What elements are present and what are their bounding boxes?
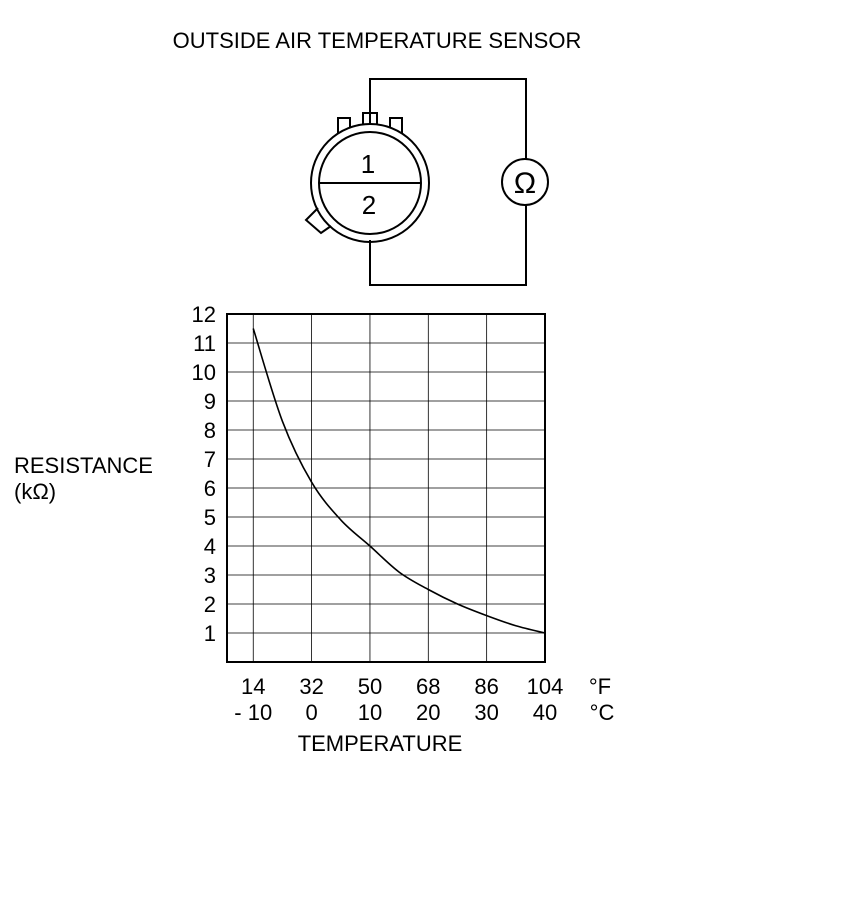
y-tick-label: 3 — [204, 563, 216, 588]
y-tick-label: 4 — [204, 534, 216, 559]
y-tick-label: 6 — [204, 476, 216, 501]
x-tick-label-c: 20 — [416, 700, 440, 725]
x-tick-label-f: 104 — [527, 674, 564, 699]
y-axis-unit: (kΩ) — [14, 479, 56, 504]
connector-outer — [310, 123, 430, 243]
connector-latch — [304, 207, 332, 235]
connector-tab-left — [337, 117, 351, 133]
x-tick-label-c: - 10 — [234, 700, 272, 725]
y-tick-label: 9 — [204, 389, 216, 414]
x-tick-label-f: 14 — [241, 674, 265, 699]
sensor-diagram — [304, 78, 549, 286]
chart-grid — [227, 314, 545, 662]
y-tick-label: 1 — [204, 621, 216, 646]
y-tick-label: 10 — [192, 360, 216, 385]
x-tick-label-c: 30 — [474, 700, 498, 725]
x-tick-label-c: 40 — [533, 700, 557, 725]
y-tick-label: 12 — [192, 302, 216, 327]
connector-tab-right — [389, 117, 403, 133]
x-tick-labels-fahrenheit: 14 32 50 68 86 104 — [241, 674, 563, 699]
ohm-symbol: Ω — [514, 167, 536, 200]
y-tick-label: 2 — [204, 592, 216, 617]
x-tick-label-f: 68 — [416, 674, 440, 699]
x-tick-label-f: 50 — [358, 674, 382, 699]
ohmmeter-circle — [501, 158, 549, 206]
x-unit-celsius: °C — [590, 700, 615, 725]
x-tick-labels-celsius: - 10 0 10 20 30 40 — [234, 700, 557, 725]
x-tick-label-f: 86 — [474, 674, 498, 699]
x-unit-fahrenheit: °F — [589, 674, 611, 699]
figure-title: OUTSIDE AIR TEMPERATURE SENSOR — [173, 28, 582, 53]
wire-top — [369, 78, 527, 160]
connector-tab-center — [362, 112, 378, 125]
x-tick-label-c: 0 — [305, 700, 317, 725]
y-tick-label: 7 — [204, 447, 216, 472]
x-tick-label-c: 10 — [358, 700, 382, 725]
y-tick-label: 8 — [204, 418, 216, 443]
x-axis-label: TEMPERATURE — [298, 731, 463, 756]
wire-bottom — [369, 205, 527, 286]
y-tick-label: 5 — [204, 505, 216, 530]
pin-2-label: 2 — [362, 190, 376, 220]
resistance-curve — [252, 328, 546, 634]
x-tick-label-f: 32 — [299, 674, 323, 699]
y-axis-label: RESISTANCE — [14, 453, 153, 478]
y-tick-label: 11 — [193, 331, 216, 356]
plot-frame — [226, 313, 546, 663]
pin-1-label: 1 — [361, 149, 375, 179]
